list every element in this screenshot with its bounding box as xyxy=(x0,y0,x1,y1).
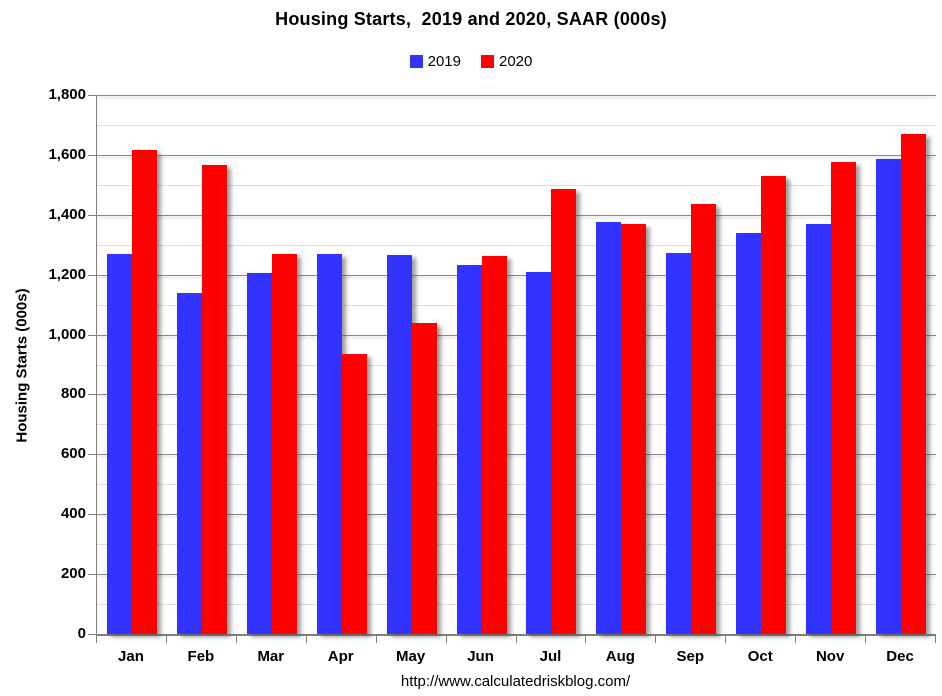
bar-2019-oct xyxy=(736,232,762,634)
major-gridline xyxy=(97,454,936,456)
x-tick-mark xyxy=(585,636,587,643)
x-tick-mark xyxy=(865,636,867,643)
y-tick-mark xyxy=(88,95,96,96)
major-gridline xyxy=(97,334,936,336)
y-tick-mark xyxy=(88,334,96,336)
y-tick-label: 1,200 xyxy=(48,265,86,283)
bar-2019-dec xyxy=(876,159,902,634)
minor-gridline xyxy=(97,304,936,306)
x-tick-label-dec: Dec xyxy=(886,648,914,665)
minor-gridline xyxy=(97,364,936,366)
bar-2019-apr xyxy=(316,254,342,634)
plot-area xyxy=(96,95,936,636)
bar-2020-sep xyxy=(691,203,717,634)
legend-label-2019: 2019 xyxy=(427,53,461,70)
minor-gridline xyxy=(97,124,936,126)
bar-2019-may xyxy=(386,254,412,634)
y-tick-mark xyxy=(88,154,96,156)
bar-2019-aug xyxy=(596,222,622,634)
minor-gridline xyxy=(97,424,936,426)
y-tick-label: 200 xyxy=(60,565,86,583)
x-tick-label-nov: Nov xyxy=(815,648,845,665)
bar-2019-mar xyxy=(246,273,272,634)
bar-2020-nov xyxy=(831,161,857,634)
x-tick-mark xyxy=(235,636,237,643)
bar-2020-mar xyxy=(271,254,297,634)
legend-item-2020: 2020 xyxy=(481,53,532,70)
y-tick-label: 600 xyxy=(60,445,86,463)
y-tick-label: 1,600 xyxy=(48,145,86,163)
x-tick-label-jan: Jan xyxy=(118,648,144,665)
x-tick-label-apr: Apr xyxy=(327,648,354,665)
bar-2020-feb xyxy=(201,165,227,634)
bar-2020-jun xyxy=(481,255,507,634)
minor-gridline xyxy=(97,544,936,546)
major-gridline xyxy=(97,95,936,96)
x-tick-mark xyxy=(165,636,167,643)
y-tick-label: 800 xyxy=(60,385,86,403)
x-tick-mark xyxy=(305,636,307,643)
bar-2020-jul xyxy=(551,188,577,634)
bar-2019-jan xyxy=(106,253,132,634)
x-tick-mark xyxy=(445,636,447,643)
bar-2020-jan xyxy=(131,149,157,634)
major-gridline xyxy=(97,154,936,156)
x-tick-label-aug: Aug xyxy=(605,648,635,665)
y-axis-title: Housing Starts (000s) xyxy=(13,288,31,443)
bar-2020-may xyxy=(411,322,437,634)
bar-2019-jul xyxy=(526,271,552,634)
x-tick-label-feb: Feb xyxy=(187,648,215,665)
legend-item-2019: 2019 xyxy=(409,53,461,70)
y-tick-label: 0 xyxy=(77,625,86,642)
chart-title: Housing Starts, 2019 and 2020, SAAR (000… xyxy=(275,9,667,29)
minor-gridline xyxy=(97,184,936,186)
x-tick-label-mar: Mar xyxy=(257,648,285,665)
x-tick-mark xyxy=(515,636,517,643)
y-tick-label: 400 xyxy=(60,505,86,523)
bar-2019-jun xyxy=(456,264,482,634)
bar-2019-sep xyxy=(666,253,692,634)
x-tick-label-jul: Jul xyxy=(539,648,562,665)
legend: 2019 2020 xyxy=(0,53,942,70)
x-tick-label-may: May xyxy=(396,648,426,665)
y-tick-mark xyxy=(88,634,96,635)
y-tick-mark xyxy=(88,394,96,396)
x-tick-label-oct: Oct xyxy=(747,648,773,665)
x-tick-mark xyxy=(935,636,936,643)
bar-2020-apr xyxy=(341,354,367,634)
bar-2019-feb xyxy=(176,293,202,634)
y-tick-label: 1,400 xyxy=(48,205,86,223)
bar-2020-aug xyxy=(621,223,647,634)
y-tick-mark xyxy=(88,574,96,576)
y-tick-mark xyxy=(88,514,96,516)
minor-gridline xyxy=(97,244,936,246)
x-tick-label-jun: Jun xyxy=(467,648,494,665)
y-tick-label: 1,000 xyxy=(48,325,86,343)
x-tick-mark xyxy=(655,636,657,643)
minor-gridline xyxy=(97,484,936,486)
legend-label-2020: 2020 xyxy=(499,53,533,70)
x-tick-mark xyxy=(725,636,727,643)
bar-2020-dec xyxy=(901,134,927,634)
major-gridline xyxy=(97,574,936,576)
bar-2019-nov xyxy=(806,223,832,634)
major-gridline xyxy=(97,514,936,516)
major-gridline xyxy=(97,274,936,276)
bar-2020-oct xyxy=(761,175,787,634)
y-tick-label: 1,800 xyxy=(48,86,86,103)
x-tick-mark xyxy=(96,636,97,643)
x-tick-label-sep: Sep xyxy=(676,648,705,665)
y-tick-mark xyxy=(88,274,96,276)
major-gridline xyxy=(97,214,936,216)
footer-url: http://www.calculatedriskblog.com/ xyxy=(400,673,631,690)
x-tick-mark xyxy=(375,636,377,643)
y-tick-mark xyxy=(88,454,96,456)
minor-gridline xyxy=(97,604,936,606)
legend-swatch-2020-icon xyxy=(481,55,494,68)
x-tick-mark xyxy=(795,636,797,643)
major-gridline xyxy=(97,394,936,396)
y-tick-mark xyxy=(88,214,96,216)
legend-swatch-2019-icon xyxy=(409,55,423,68)
